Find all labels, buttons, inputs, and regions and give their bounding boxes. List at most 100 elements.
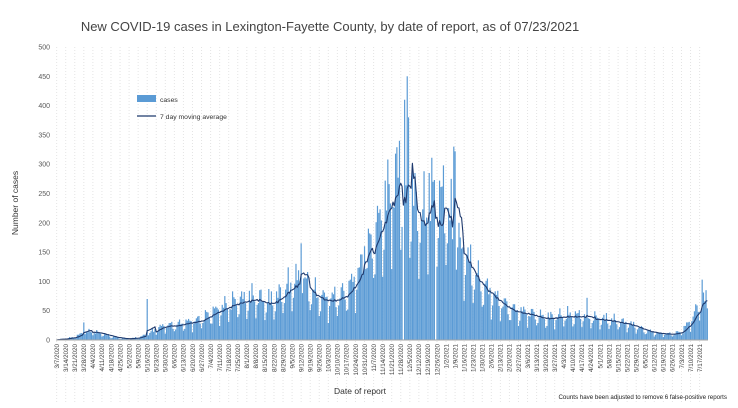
y-tick-label: 400 [38,103,50,110]
cases-bar-2021-05-05 [604,319,606,340]
cases-bar-2020-06-28 [202,323,204,340]
cases-bar-2020-10-01 [325,297,327,340]
cases-bar-2020-05-15 [145,335,147,340]
moving-average-line [56,162,708,341]
cases-bar-2020-04-01 [88,328,90,340]
x-tick-label: 5/2/2020 [126,344,133,369]
cases-bar-2021-04-14 [577,313,579,340]
cases-bar-2021-06-24 [669,332,671,340]
cases-bar-2021-06-13 [655,334,657,340]
cases-bar-2021-02-15 [502,306,504,340]
cases-bar-2021-05-30 [636,329,639,340]
cases-bar-2021-01-07 [451,239,454,340]
cases-bar-2021-02-03 [486,278,489,340]
cases-bar-2020-12-08 [413,205,415,340]
cases-bar-2021-07-13 [693,311,696,340]
cases-bar-2021-06-05 [644,334,646,340]
cases-bar-2021-03-21 [546,325,548,340]
cases-bar-2020-08-01 [246,318,248,340]
x-tick-label: 3/20/2021 [543,344,550,373]
cases-bar-2021-05-28 [634,327,636,340]
x-tick-label: 7/4/2020 [208,344,215,369]
cases-bar-2021-05-19 [622,318,624,340]
cases-bar-2021-07-12 [692,316,694,340]
cases-bar-2020-12-30 [441,186,443,340]
cases-bar-2020-11-24 [394,153,397,340]
cases-bar-2020-10-12 [339,298,341,340]
cases-bar-2020-07-28 [241,291,243,340]
cases-bar-2020-06-08 [176,324,178,340]
cases-bar-2021-07-02 [679,332,681,340]
x-tick-label: 12/26/2020 [434,344,441,376]
cases-bar-2021-04-06 [567,306,569,340]
cases-bar-2020-09-14 [303,278,305,340]
cases-bar-2020-08-29 [282,313,284,340]
cases-bar-2020-09-16 [305,278,307,340]
y-tick-label: 450 [38,74,50,81]
cases-bar-2021-04-28 [595,315,597,340]
x-tick-label: 3/13/2021 [534,344,541,373]
x-tick-labels: 3/7/2020 3/14/2020 3/21/2020 3/28/2020 4/4/2… [54,344,704,376]
cases-bar-2020-06-05 [172,328,174,340]
cases-bar-2020-12-23 [432,181,434,340]
cases-bar-2021-06-14 [656,332,658,340]
cases-bar-2020-10-05 [330,298,332,340]
cases-bar-2020-12-15 [422,209,424,340]
cases-bar-2020-06-13 [182,330,185,340]
cases-bar-2020-12-22 [431,157,433,340]
cases-bar-2020-05-03 [129,338,131,340]
cases-bar-2020-12-20 [428,172,430,340]
cases-bar-2020-09-28 [321,294,323,340]
cases-bar-2020-10-19 [348,280,350,340]
moving-average-path [56,162,708,341]
cases-bar-2020-06-29 [203,320,205,340]
x-axis-title: Date of report [334,386,387,396]
legend: cases 7 day moving average [137,95,227,121]
y-tick-label: 100 [38,279,50,286]
cases-bar-2020-08-20 [270,291,272,340]
x-tick-label: 7/25/2020 [235,344,242,373]
x-tick-label: 10/3/2020 [326,344,333,373]
cases-bar-2021-04-24 [590,328,592,340]
cases-bar-2021-05-23 [627,327,630,340]
cases-bar-2021-02-05 [489,287,491,340]
x-tick-label: 1/2/2021 [443,344,450,369]
cases-bar-2021-06-11 [652,331,654,340]
cases-bar-2021-05-03 [601,317,604,340]
cases-bar-2021-03-18 [542,314,544,340]
cases-bar-2020-12-02 [405,185,407,340]
cases-bar-2021-04-16 [579,318,582,340]
cases-bar-2020-03-26 [80,332,82,340]
cases-bar-2021-07-05 [683,325,685,340]
cases-bar-2021-05-11 [612,321,614,340]
x-tick-label: 11/21/2020 [389,344,396,376]
cases-bar-2021-03-24 [550,311,552,340]
cases-bar-2021-05-02 [600,324,602,340]
cases-bar-2020-12-09 [414,172,416,340]
cases-bar-2020-11-25 [396,147,398,340]
cases-bar-2021-04-29 [596,317,598,340]
cases-bar-2021-05-21 [625,321,627,340]
cases-bar-2020-06-14 [184,328,186,340]
cases-bar-2020-06-24 [197,316,199,340]
cases-bar-2020-09-19 [309,310,311,340]
cases-bar-2021-06-18 [661,333,663,340]
cases-bar-2021-07-15 [696,305,698,340]
cases-bar-2021-04-03 [563,326,565,340]
x-tick-label: 3/27/2021 [552,344,559,373]
cases-bar-2021-07-16 [697,311,699,340]
cases-bar-2021-05-06 [605,313,608,340]
cases-bar-2020-04-15 [106,335,108,340]
x-tick-label: 5/29/2021 [634,344,641,373]
cases-bar-2021-03-03 [523,306,525,340]
cases-bar-2020-10-04 [329,306,331,340]
cases-bar-2021-04-12 [574,311,576,340]
cases-bar-2020-08-25 [277,297,279,340]
cases-bar-2020-12-29 [440,187,442,340]
cases-bar-2021-01-15 [462,247,464,340]
cases-bar-2020-12-19 [427,274,429,340]
cases-bar-2020-10-17 [345,310,348,340]
cases-bar-2021-04-08 [569,312,571,340]
cases-bar-2021-05-13 [614,320,617,340]
